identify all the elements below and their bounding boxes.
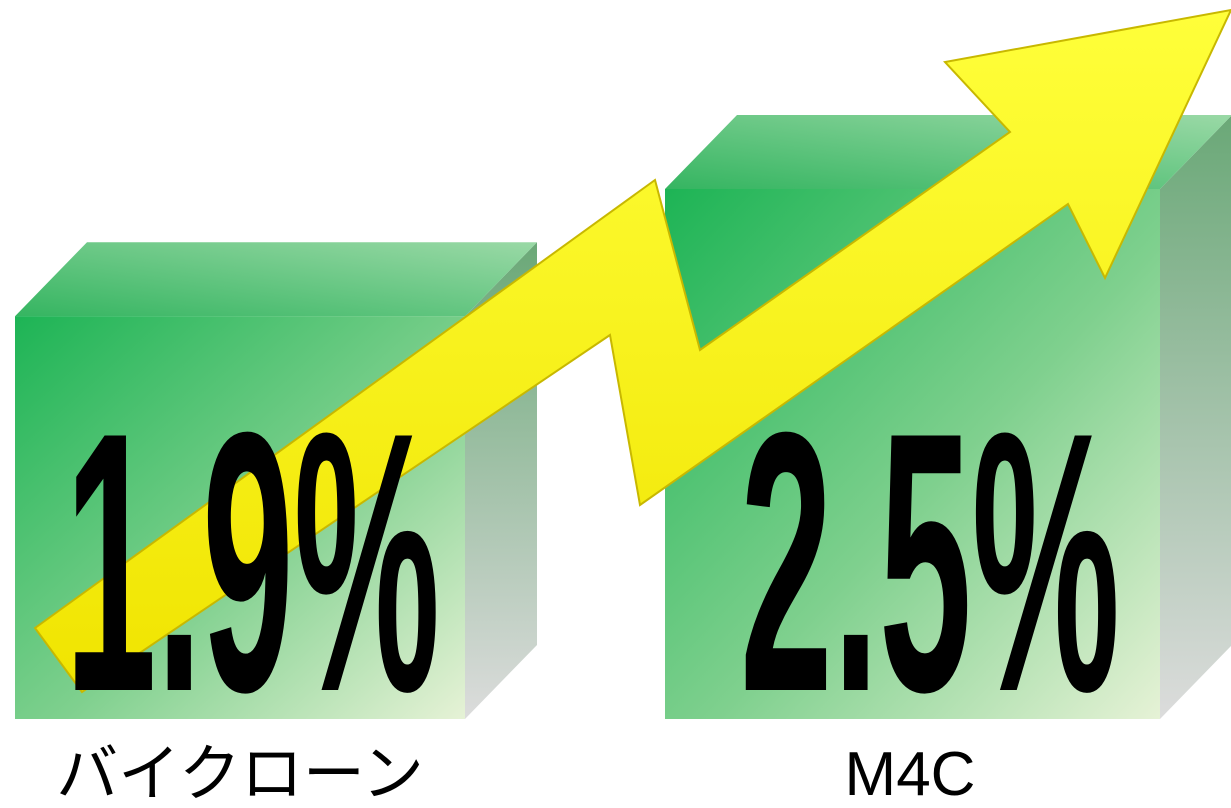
category-label: M4C (845, 740, 976, 808)
cube-side (1160, 116, 1231, 719)
cube-top (15, 242, 537, 317)
value-label: 1.9% (65, 356, 440, 769)
labels: 1.9%バイクローン 2.5%M4C (56, 356, 1120, 808)
trend-arrow (33, 8, 1231, 694)
value-label: 2.5% (740, 356, 1120, 769)
category-label: バイクローン (56, 740, 424, 808)
